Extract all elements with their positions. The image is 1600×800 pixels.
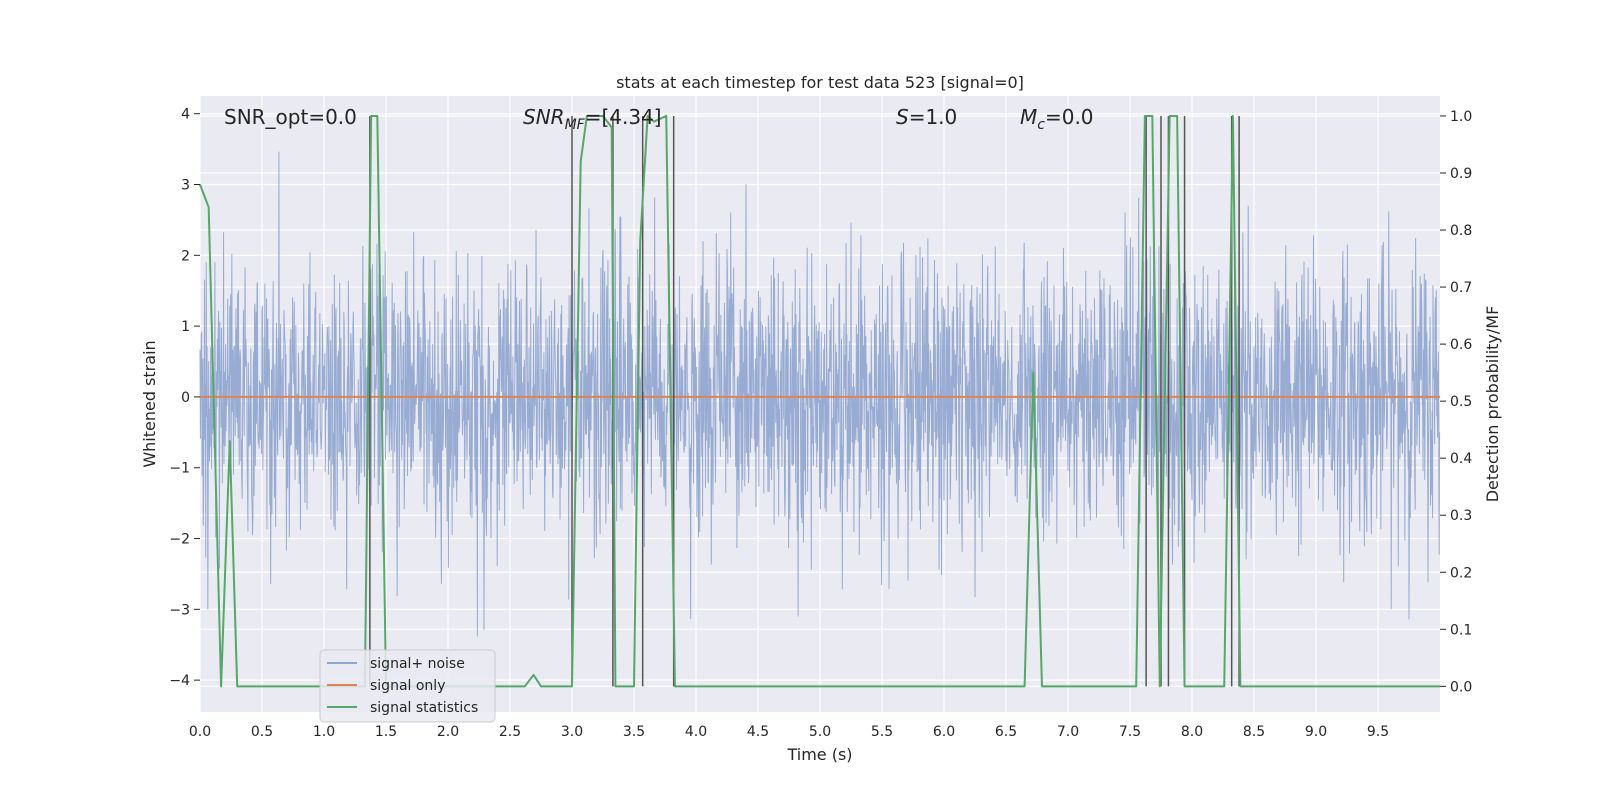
x-tick-label: 5.5 <box>871 724 893 740</box>
x-tick-label: 6.0 <box>933 724 955 740</box>
x-tick-label: 1.0 <box>313 724 335 740</box>
x-tick-label: 8.5 <box>1243 724 1265 740</box>
legend-label-signal-statistics: signal statistics <box>370 700 478 716</box>
series-signal-statistics <box>199 114 1440 688</box>
y-tick-label: −4 <box>169 673 190 689</box>
x-tick-label: 3.0 <box>561 724 583 740</box>
x-tick-label: 9.5 <box>1367 724 1389 740</box>
legend-label-signal-only: signal only <box>370 678 445 694</box>
y-tick-label: 4 <box>181 107 190 123</box>
y2-tick-label: 0.4 <box>1450 451 1472 467</box>
x-tick-label: 7.0 <box>1057 724 1079 740</box>
x-tick-label: 7.5 <box>1119 724 1141 740</box>
annotation-snr-opt: SNR_opt=0.0 <box>224 105 357 129</box>
noise-line <box>199 151 1441 637</box>
legend-label-signal-noise: signal+ noise <box>370 656 465 672</box>
y2-tick-label: 1.0 <box>1450 109 1472 125</box>
y-tick-label: 3 <box>181 178 190 194</box>
y2-tick-label: 0.2 <box>1450 565 1472 581</box>
x-tick-label: 8.0 <box>1181 724 1203 740</box>
x-tick-label: 0.5 <box>251 724 273 740</box>
y2-tick-label: 0.9 <box>1450 166 1472 182</box>
signal-statistics-line <box>199 114 1440 688</box>
x-tick-label: 2.0 <box>437 724 459 740</box>
x-tick-label: 3.5 <box>623 724 645 740</box>
legend: signal+ noise signal only signal statist… <box>319 649 496 723</box>
x-tick-label: 4.5 <box>747 724 769 740</box>
y-tick-labels: 4 3 2 1 0 −1 −2 −3 −4 <box>169 107 200 689</box>
y-axis-label: Whitened strain <box>140 340 159 467</box>
y2-tick-labels: 1.0 0.9 0.8 0.7 0.6 0.5 0.4 0.3 0.2 0.1 0.0 <box>1440 109 1472 695</box>
x-tick-labels: 0.0 0.5 1.0 1.5 2.0 2.5 3.0 3.5 4.0 4.5 5.0 5.5 6.0 6… <box>189 724 1389 740</box>
x-tick-label: 4.0 <box>685 724 707 740</box>
y-tick-label: −1 <box>169 461 190 477</box>
y-tick-label: 2 <box>181 248 190 264</box>
chart-title: stats at each timestep for test data 523… <box>616 73 1024 92</box>
legend-box <box>319 649 496 723</box>
y-tick-label: −3 <box>169 602 190 618</box>
y2-tick-label: 0.5 <box>1450 394 1472 410</box>
annotation-mc: Mc=0.0 <box>1020 105 1094 133</box>
y2-tick-label: 0.3 <box>1450 508 1472 524</box>
series-signal-noise <box>199 151 1441 637</box>
y2-tick-label: 0.6 <box>1450 337 1472 353</box>
x-tick-label: 9.0 <box>1305 724 1327 740</box>
y-tick-label: −2 <box>169 532 190 548</box>
x-tick-label: 6.5 <box>995 724 1017 740</box>
y2-tick-label: 0.0 <box>1450 679 1472 695</box>
x-tick-label: 2.5 <box>499 724 521 740</box>
y-tick-label: 0 <box>181 390 190 406</box>
annotation-s: S=1.0 <box>896 105 957 129</box>
annotation-snr-mf: SNRMF=[4.34] <box>523 105 662 133</box>
y2-tick-label: 0.1 <box>1450 622 1472 638</box>
x-tick-label: 0.0 <box>189 724 211 740</box>
y2-tick-label: 0.8 <box>1450 223 1472 239</box>
x-tick-label: 5.0 <box>809 724 831 740</box>
x-axis-label: Time (s) <box>786 745 852 764</box>
y2-tick-label: 0.7 <box>1450 280 1472 296</box>
x-tick-label: 1.5 <box>375 724 397 740</box>
y-tick-label: 1 <box>181 319 190 335</box>
y2-axis-label: Detection probability/MF <box>1483 306 1502 503</box>
